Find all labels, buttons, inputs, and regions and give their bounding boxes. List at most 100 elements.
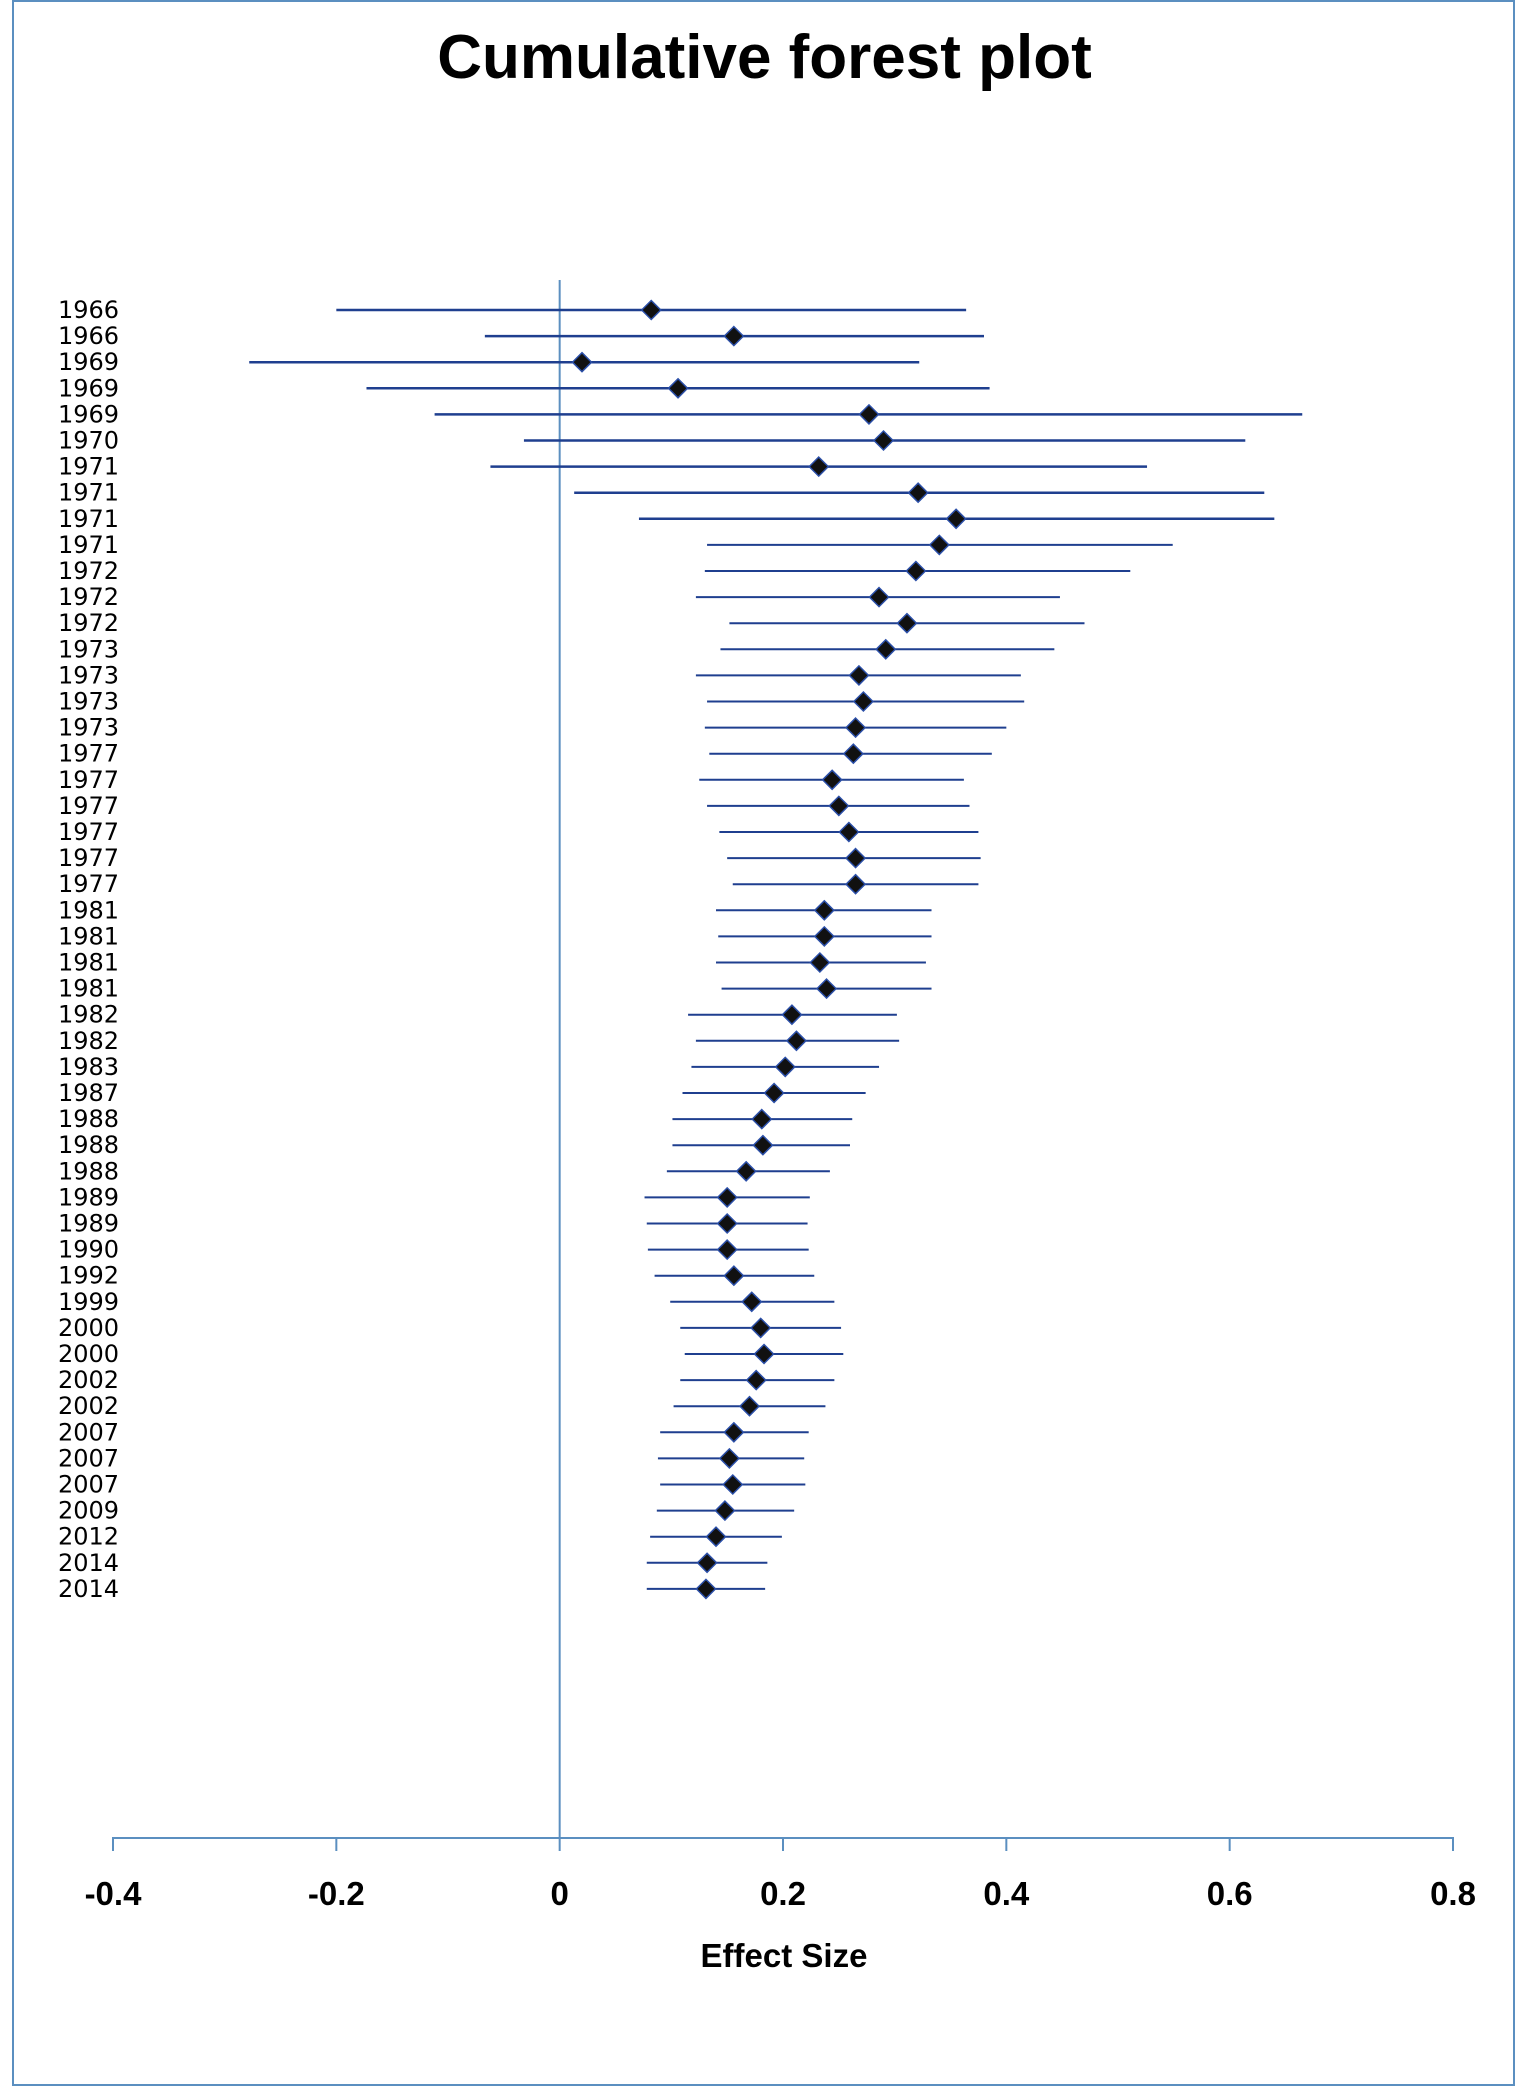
effect-diamond xyxy=(752,1134,774,1156)
effect-diamond xyxy=(753,1343,775,1365)
x-axis-title: Effect Size xyxy=(701,1937,868,1974)
x-axis: -0.4 -0.2 0 0.2 0.4 0.6 0.8 xyxy=(85,1837,1476,1912)
study-year-label: 1992 xyxy=(58,1262,119,1290)
study-year-label: 2002 xyxy=(58,1392,119,1420)
effect-markers xyxy=(571,299,967,1600)
effect-diamond xyxy=(723,1265,745,1287)
x-tick-label: 0.6 xyxy=(1207,1875,1253,1912)
effect-diamond xyxy=(852,690,874,713)
effect-diamond xyxy=(907,482,929,504)
study-year-label: 1999 xyxy=(58,1288,119,1316)
effect-diamond xyxy=(696,1552,718,1574)
study-year-label: 1988 xyxy=(58,1157,119,1185)
study-year-label: 1977 xyxy=(58,870,119,898)
study-year-label: 2000 xyxy=(58,1340,119,1368)
study-year-label: 1973 xyxy=(58,688,119,716)
effect-diamond xyxy=(809,951,831,974)
effect-diamond xyxy=(875,638,897,660)
effect-diamond xyxy=(723,1421,745,1443)
effect-diamond xyxy=(738,1395,761,1417)
confidence-intervals xyxy=(249,308,1303,1590)
study-year-label: 1969 xyxy=(58,400,119,428)
study-year-label: 1973 xyxy=(58,661,119,689)
chart-frame xyxy=(12,0,1515,2086)
x-tick-label: 0.8 xyxy=(1430,1875,1476,1912)
study-year-label: 1983 xyxy=(58,1053,119,1081)
study-year-label: 1988 xyxy=(58,1105,119,1133)
effect-diamond xyxy=(714,1500,736,1522)
effect-diamond xyxy=(751,1108,773,1130)
study-year-label: 1990 xyxy=(58,1236,119,1264)
effect-diamond xyxy=(845,873,867,895)
study-year-label: 1981 xyxy=(58,922,119,950)
effect-diamond xyxy=(745,1369,767,1391)
study-year-label: 1981 xyxy=(58,975,119,1003)
effect-diamond xyxy=(716,1239,738,1261)
effect-diamond xyxy=(716,1186,738,1208)
study-year-label: 1971 xyxy=(58,505,119,533)
study-year-label: 1972 xyxy=(58,609,119,637)
study-year-label: 1966 xyxy=(58,322,119,350)
effect-diamond xyxy=(868,586,890,608)
effect-diamond xyxy=(763,1082,785,1104)
study-year-label: 2000 xyxy=(58,1314,119,1342)
x-tick-label: -0.4 xyxy=(85,1875,143,1912)
study-year-label: 1977 xyxy=(58,740,119,768)
study-labels: 1966196619691969196919701971197119711971… xyxy=(58,296,119,1603)
effect-diamond xyxy=(781,1004,803,1026)
study-year-label: 1971 xyxy=(58,479,119,507)
effect-diamond xyxy=(705,1526,727,1548)
effect-diamond xyxy=(750,1317,772,1339)
study-year-label: 2014 xyxy=(58,1575,119,1603)
study-year-label: 2012 xyxy=(58,1523,119,1551)
x-tick-label: 0.4 xyxy=(983,1875,1030,1912)
effect-diamond xyxy=(722,1473,744,1496)
effect-diamond xyxy=(828,795,850,817)
effect-diamond xyxy=(741,1291,763,1313)
study-year-label: 2007 xyxy=(58,1444,119,1472)
chart-title: Cumulative forest plot xyxy=(437,23,1092,92)
effect-diamond xyxy=(640,299,662,321)
study-year-label: 1971 xyxy=(58,453,119,481)
effect-diamond xyxy=(928,534,950,556)
study-year-label: 1977 xyxy=(58,844,119,872)
study-year-label: 1969 xyxy=(58,374,119,402)
effect-diamond xyxy=(838,821,860,843)
x-tick-label: 0 xyxy=(550,1875,568,1912)
effect-diamond xyxy=(774,1056,796,1078)
study-year-label: 1977 xyxy=(58,792,119,820)
study-year-label: 2009 xyxy=(58,1497,119,1525)
study-year-label: 1989 xyxy=(58,1183,119,1211)
effect-diamond xyxy=(845,717,867,739)
effect-diamond xyxy=(735,1160,757,1182)
effect-diamond xyxy=(858,403,880,425)
study-year-label: 2002 xyxy=(58,1366,119,1394)
effect-diamond xyxy=(905,560,927,582)
effect-diamond xyxy=(813,899,835,921)
effect-diamond xyxy=(695,1578,717,1600)
effect-diamond xyxy=(842,743,864,765)
x-tick-label: 0.2 xyxy=(760,1875,806,1912)
study-year-label: 1973 xyxy=(58,635,119,663)
study-year-label: 1971 xyxy=(58,531,119,559)
study-year-label: 1982 xyxy=(58,1027,119,1055)
study-year-label: 2007 xyxy=(58,1418,119,1446)
study-year-label: 1989 xyxy=(58,1210,119,1238)
effect-diamond xyxy=(848,664,870,686)
study-year-label: 1987 xyxy=(58,1079,119,1107)
effect-diamond xyxy=(718,1447,740,1469)
study-year-label: 1973 xyxy=(58,714,119,742)
effect-diamond xyxy=(667,377,689,399)
effect-diamond xyxy=(785,1030,807,1052)
x-tick-label: -0.2 xyxy=(308,1875,365,1912)
study-year-label: 1981 xyxy=(58,896,119,924)
study-year-label: 1977 xyxy=(58,766,119,794)
effect-diamond xyxy=(896,612,918,634)
effect-diamond xyxy=(723,325,745,347)
effect-diamond xyxy=(716,1212,738,1235)
effect-diamond xyxy=(808,456,830,478)
effect-diamond xyxy=(815,978,838,1000)
effect-diamond xyxy=(845,847,867,869)
effect-diamond xyxy=(872,429,895,452)
